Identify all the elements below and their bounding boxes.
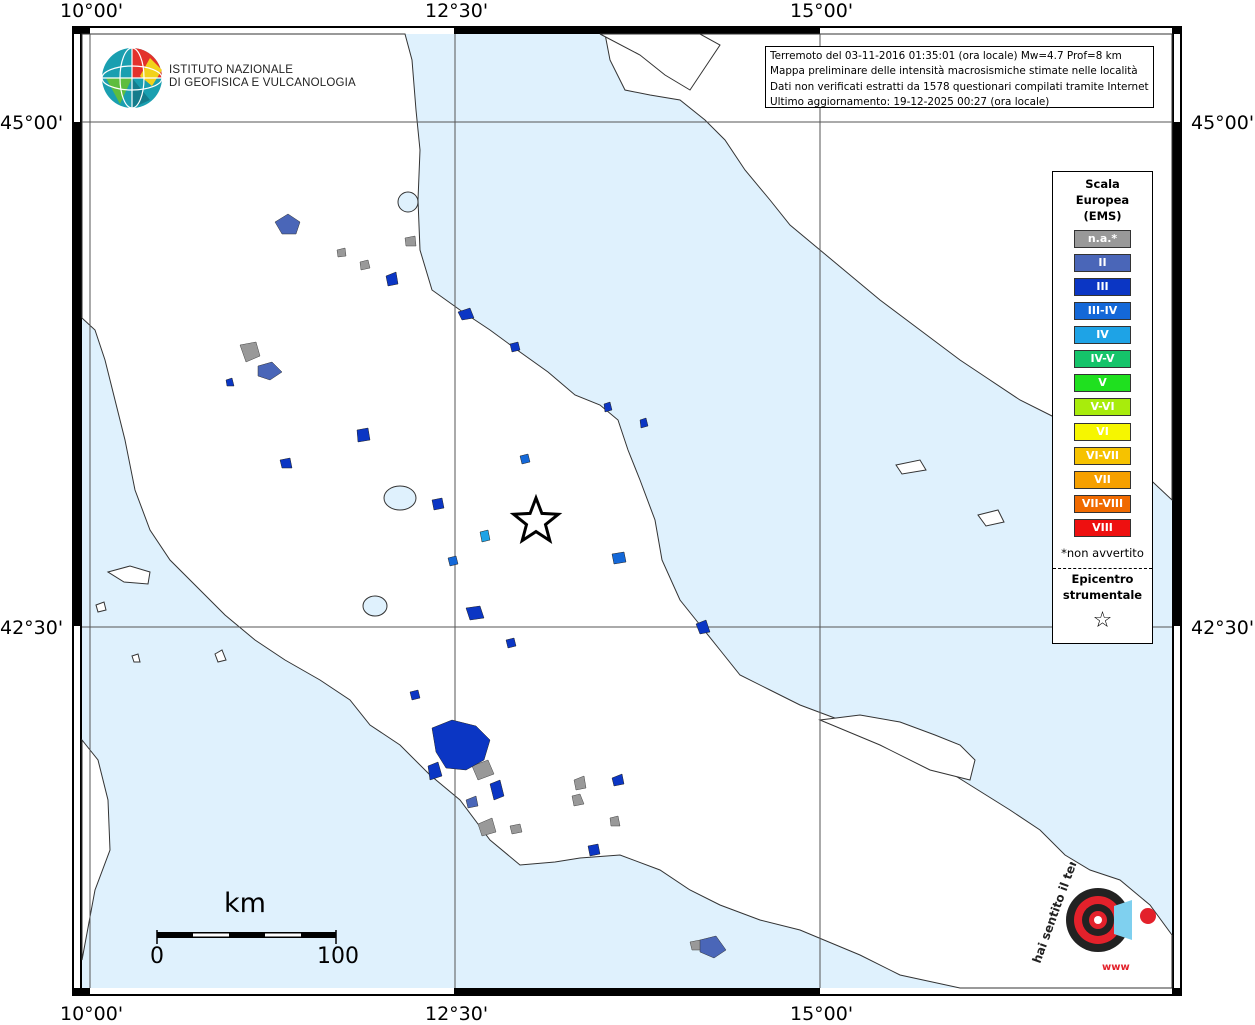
legend-title-line2: Europea [1075,193,1130,207]
ingv-logo-line1: ISTITUTO NAZIONALE [169,64,294,76]
event-info-line4: Ultimo aggiornamento: 19-12-2025 00:27 (… [770,95,1050,108]
legend-epicenter-label: Epicentro strumentale [1053,571,1152,603]
legend-item-iii: III [1074,278,1131,296]
lat-label-left-1: 45°00' [0,112,64,134]
lon-label-bottom-3: 15°00' [790,1003,854,1025]
event-info-line3: Dati non verificati estratti da 1578 que… [770,80,1149,93]
epicenter-star [509,493,563,544]
scale-bar [156,930,337,944]
legend-item-iv-v: IV-V [1074,350,1131,368]
legend-item-iii-iv: III-IV [1074,302,1131,320]
scale-min: 0 [150,944,164,969]
localities-iii [225,271,711,857]
ingv-logo-text: ISTITUTO NAZIONALE DI GEOFISICA E VULCAN… [169,64,356,90]
scale-max: 100 [317,944,359,969]
localities-ii [257,213,727,959]
haisentito-logo-icon: hai sentito il terremoto.it www [1030,862,1156,973]
legend-item-v-vi: V-VI [1074,398,1131,416]
lon-label-bottom-2: 12°30' [425,1003,489,1025]
legend-epicenter-line2: strumentale [1062,588,1143,602]
lake-bolsena [362,595,388,617]
legend-item-v: V [1074,374,1131,392]
legend-item-vii: VII [1074,471,1131,489]
legend-title-line3: (EMS) [1083,209,1122,223]
lat-label-right-1: 45°00' [1191,112,1255,134]
corsica-land [81,738,111,961]
event-info-box: Terremoto del 03-11-2016 01:35:01 (ora l… [765,46,1154,108]
localities-iii-iv [447,453,627,567]
localities-na [239,235,703,951]
ingv-logo-line2: DI GEOFISICA E VULCANOLOGIA [169,77,356,89]
lon-label-top-1: 10°00' [60,0,124,22]
lat-label-left-2: 42°30' [0,617,64,639]
lon-label-top-2: 12°30' [425,0,489,22]
legend-item-vii-viii: VII-VIII [1074,495,1131,513]
event-info-line2: Mappa preliminare delle intensità macros… [770,65,1138,78]
lon-label-bottom-1: 10°00' [60,1003,124,1025]
legend-item-vi-vii: VI-VII [1074,447,1131,465]
legend-title: Scala Europea (EMS) [1053,176,1152,224]
event-info-line1: Terremoto del 03-11-2016 01:35:01 (ora l… [770,50,1122,62]
legend-item-iv: IV [1074,326,1131,344]
legend-item-ii: II [1074,254,1131,272]
legend-item-viii: VIII [1074,519,1131,537]
haisentito-www: www [1102,962,1130,973]
gargano-land [818,714,976,781]
localities-iv [479,529,491,543]
legend-divider [1053,568,1152,569]
lon-label-top-3: 15°00' [790,0,854,22]
legend-epicenter-line1: Epicentro [1071,572,1134,586]
legend-item-vi: VI [1074,423,1131,441]
lat-label-right-2: 42°30' [1191,617,1255,639]
legend-title-line1: Scala [1085,177,1120,191]
lake-trasimeno [383,485,417,511]
graticule [82,34,1172,988]
scale-unit: km [224,888,266,919]
ems-legend: Scala Europea (EMS) n.a.* II III III-IV … [1052,171,1153,644]
ingv-globe-icon [101,47,163,109]
legend-item-na: n.a.* [1074,230,1131,248]
legend-note: *non avvertito [1061,546,1144,560]
legend-star-icon: ☆ [1092,608,1113,633]
